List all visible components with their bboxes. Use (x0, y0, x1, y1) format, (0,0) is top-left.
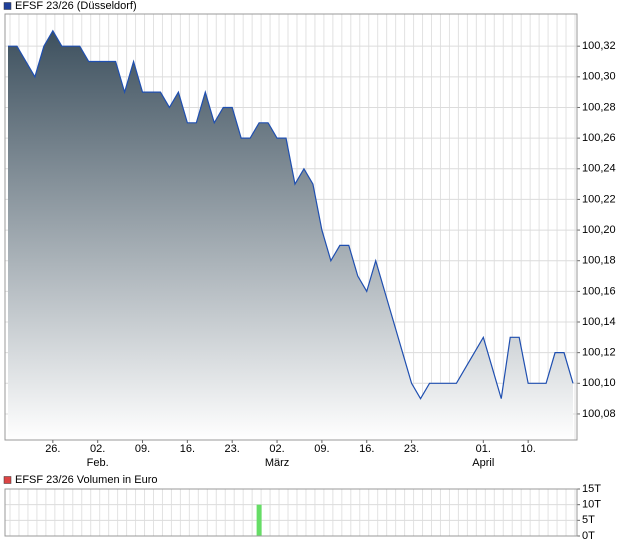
y-tick-label: 100,28 (582, 101, 616, 113)
y-tick-label: 100,14 (582, 316, 616, 328)
plot-border (4, 488, 578, 537)
plot-border (4, 13, 578, 441)
bar (256, 504, 262, 536)
y-tick-label: 100,20 (582, 224, 616, 236)
line (8, 29, 574, 400)
legend-swatch (3, 476, 12, 484)
y-tick-label: 100,12 (582, 347, 616, 359)
y-tick-label: 100,30 (582, 71, 616, 83)
y-tick-label: 100,32 (582, 40, 616, 52)
area (8, 30, 573, 441)
y-tick-label: 100,16 (582, 285, 616, 297)
x-tick-label: 01. (476, 443, 491, 455)
y-tick-label: 0T (582, 530, 595, 542)
plot-area (5, 489, 577, 536)
x-tick-label: 23. (404, 443, 419, 455)
y-tick-label: 100,22 (582, 193, 616, 205)
legend-swatch (3, 2, 12, 10)
y-tick-label: 100,10 (582, 377, 616, 389)
x-month-label: April (472, 457, 494, 469)
y-tick-label: 10T (582, 499, 601, 511)
x-tick-label: 02. (90, 443, 105, 455)
x-tick-label: 02. (269, 443, 284, 455)
x-tick-label: 23. (225, 443, 240, 455)
x-tick-label: 16. (180, 443, 195, 455)
x-month-label: März (265, 457, 289, 469)
y-tick-label: 15T (582, 483, 601, 495)
y-tick-label: 100,26 (582, 132, 616, 144)
x-tick-label: 10. (521, 443, 536, 455)
x-month-label: Feb. (87, 457, 109, 469)
x-tick-label: 09. (135, 443, 150, 455)
panel-title: EFSF 23/26 Volumen in Euro (15, 474, 157, 486)
y-tick-label: 100,18 (582, 255, 616, 267)
y-tick-label: 5T (582, 514, 595, 526)
panel-title: EFSF 23/26 (Düsseldorf) (15, 0, 137, 12)
y-tick-label: 100,24 (582, 163, 616, 175)
x-tick-label: 26. (45, 443, 60, 455)
x-tick-label: 09. (314, 443, 329, 455)
y-tick-label: 100,08 (582, 408, 616, 420)
x-tick-label: 16. (359, 443, 374, 455)
